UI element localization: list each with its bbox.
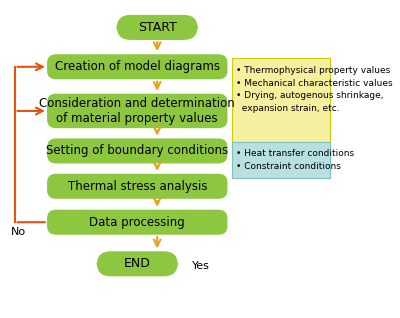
Text: Data processing: Data processing <box>89 216 185 229</box>
FancyBboxPatch shape <box>98 252 177 276</box>
FancyBboxPatch shape <box>232 142 330 178</box>
Text: Consideration and determination
of material property values: Consideration and determination of mater… <box>39 97 235 125</box>
Text: Thermal stress analysis: Thermal stress analysis <box>68 180 207 193</box>
Text: Creation of model diagrams: Creation of model diagrams <box>55 60 220 73</box>
FancyBboxPatch shape <box>48 55 227 79</box>
Text: • Thermophysical property values
• Mechanical characteristic values
• Drying, au: • Thermophysical property values • Mecha… <box>236 66 392 113</box>
FancyBboxPatch shape <box>48 139 227 163</box>
Text: Setting of boundary conditions: Setting of boundary conditions <box>46 144 228 157</box>
Text: START: START <box>138 21 176 34</box>
FancyBboxPatch shape <box>48 211 227 234</box>
FancyBboxPatch shape <box>232 58 330 146</box>
FancyBboxPatch shape <box>48 175 227 198</box>
FancyBboxPatch shape <box>48 94 227 128</box>
Text: END: END <box>124 257 151 270</box>
FancyBboxPatch shape <box>117 16 197 39</box>
Text: Yes: Yes <box>192 260 210 271</box>
Text: • Heat transfer conditions
• Constraint conditions: • Heat transfer conditions • Constraint … <box>236 149 354 171</box>
Text: No: No <box>11 227 26 237</box>
